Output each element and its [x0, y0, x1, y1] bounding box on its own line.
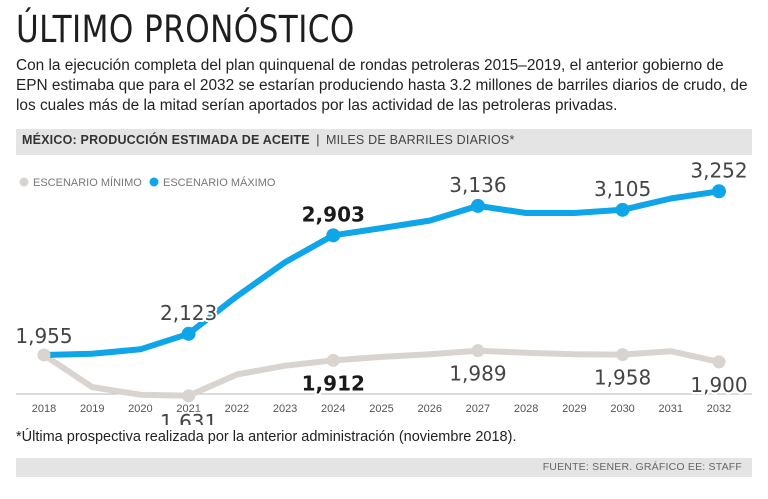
x-tick-label: 2031 — [659, 403, 683, 415]
data-label-min: 1,958 — [594, 366, 651, 390]
x-tick-label: 2019 — [80, 403, 104, 415]
data-point-min — [471, 344, 485, 358]
series-line-max — [41, 188, 722, 358]
data-point-max — [615, 202, 630, 217]
data-label-min: 1,989 — [449, 362, 506, 386]
data-label-min: 1,631 — [160, 410, 217, 425]
x-tick-label: 2023 — [273, 403, 297, 415]
legend-label: ESCENARIO MÁXIMO — [163, 176, 276, 189]
x-tick-label: 2025 — [369, 403, 393, 415]
x-tick-label: 2032 — [707, 403, 731, 415]
series-line-min — [41, 347, 722, 399]
legend-marker — [149, 177, 159, 187]
x-tick-label: 2028 — [514, 403, 538, 415]
data-point-max — [712, 184, 726, 199]
footnote: *Última prospectiva realizada por la ant… — [16, 429, 517, 445]
data-label-max: 3,136 — [449, 173, 506, 197]
data-point-min — [326, 353, 340, 367]
data-label-max: 3,252 — [690, 160, 747, 182]
data-point-min — [182, 389, 196, 403]
data-point-max — [326, 228, 341, 243]
x-tick-label: 2030 — [610, 403, 634, 415]
data-label-min: 1,912 — [302, 371, 365, 395]
subheader-separator: | — [316, 133, 320, 147]
x-tick-label: 2029 — [562, 403, 586, 415]
x-tick-label: 2026 — [417, 403, 441, 415]
description: Con la ejecución completa del plan quinq… — [16, 57, 748, 114]
data-label-max: 2,903 — [302, 202, 365, 226]
data-point-max — [181, 326, 196, 341]
page-title: ÚLTIMO PRONÓSTICO — [16, 8, 355, 51]
data-label-max: 3,105 — [594, 177, 651, 201]
data-label-min: 1,900 — [690, 373, 747, 397]
x-tick-label: 2027 — [466, 403, 490, 415]
x-tick-label: 2024 — [321, 403, 345, 415]
chart-title: MÉXICO: PRODUCCIÓN ESTIMADA DE ACEITE — [22, 133, 310, 147]
chart-subheader: MÉXICO: PRODUCCIÓN ESTIMADA DE ACEITE | … — [16, 129, 752, 155]
data-point-max — [470, 198, 485, 213]
data-point-min — [712, 355, 726, 369]
x-tick-label: 2021 — [176, 403, 200, 415]
x-tick-label: 2022 — [225, 403, 249, 415]
source-credit: FUENTE: SENER. GRÁFICO EE: STAFF — [16, 458, 752, 477]
x-tick-label: 2018 — [32, 403, 56, 415]
data-point-min — [37, 348, 51, 362]
data-label-min: 1,955 — [15, 324, 72, 348]
legend: ESCENARIO MÍNIMO ESCENARIO MÁXIMO — [19, 176, 276, 189]
x-tick-label: 2020 — [128, 403, 152, 415]
data-point-min — [616, 348, 630, 362]
chart-unit: MILES DE BARRILES DIARIOS* — [325, 133, 515, 147]
legend-marker — [19, 177, 29, 187]
line-chart: 2018 2019 2020 2021 2022 2023 2024 2025 2026 2027… — [13, 160, 752, 425]
legend-label: ESCENARIO MÍNIMO — [33, 176, 142, 189]
data-label-max: 2,123 — [160, 301, 217, 325]
